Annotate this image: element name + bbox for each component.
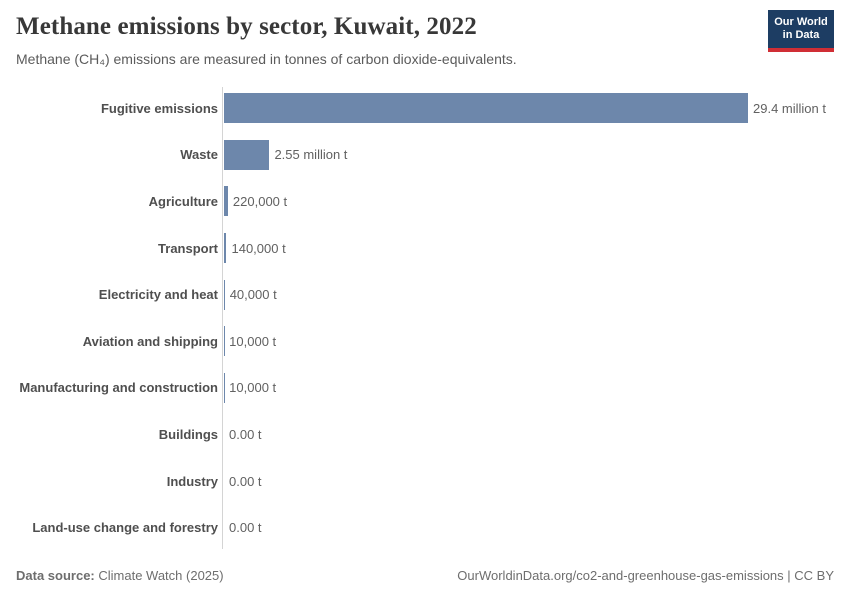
value-label: 40,000 t — [229, 287, 277, 303]
category-label: Industry — [166, 473, 218, 489]
category-label: Fugitive emissions — [100, 100, 218, 116]
chart-subtitle: Methane (CH₄) emissions are measured in … — [16, 51, 517, 67]
bar-area: 0.00 t — [224, 419, 850, 449]
bar-area: 10,000 t — [224, 372, 850, 403]
value-label: 140,000 t — [231, 240, 286, 256]
bar-area: 0.00 t — [224, 466, 850, 496]
value-label: 0.00 t — [229, 473, 262, 489]
chart-row: Buildings 0.00 t — [0, 411, 850, 458]
chart-footer: Data source: Climate Watch (2025) OurWor… — [16, 568, 834, 583]
chart-row: Industry 0.00 t — [0, 458, 850, 505]
category-label: Agriculture — [148, 193, 218, 209]
bar-area: 2.55 million t — [224, 139, 850, 170]
value-label: 29.4 million t — [753, 100, 826, 116]
category-label: Waste — [180, 147, 218, 163]
data-source-value: Climate Watch (2025) — [94, 568, 224, 583]
bar-area: 29.4 million t — [224, 93, 850, 124]
value-label: 10,000 t — [229, 333, 277, 349]
value-label: 0.00 t — [229, 426, 262, 442]
bar-area: 140,000 t — [224, 233, 850, 264]
value-label: 2.55 million t — [274, 147, 348, 163]
category-label: Land-use change and forestry — [32, 520, 218, 536]
category-label: Transport — [158, 240, 218, 256]
bar[interactable] — [224, 279, 225, 310]
bar-area: 40,000 t — [224, 279, 850, 310]
chart-row: Aviation and shipping 10,000 t — [0, 318, 850, 365]
bar[interactable] — [224, 186, 228, 217]
data-source-label: Data source: — [16, 568, 95, 583]
bar-area: 0.00 t — [224, 513, 850, 543]
bar-area: 220,000 t — [224, 186, 850, 217]
bar[interactable] — [224, 139, 270, 170]
attribution-link[interactable]: OurWorldinData.org/co2-and-greenhouse-ga… — [457, 568, 834, 583]
y-axis-line — [222, 87, 223, 549]
chart-row: Land-use change and forestry 0.00 t — [0, 504, 850, 551]
owid-logo-line2: in Data — [782, 29, 820, 41]
bar[interactable] — [224, 93, 748, 124]
chart-row: Waste 2.55 million t — [0, 132, 850, 179]
value-label: 220,000 t — [232, 193, 288, 209]
bar-area: 10,000 t — [224, 326, 850, 357]
chart-row: Agriculture 220,000 t — [0, 178, 850, 225]
chart-row: Electricity and heat 40,000 t — [0, 271, 850, 318]
category-label: Buildings — [158, 426, 218, 442]
chart-row: Transport 140,000 t — [0, 225, 850, 272]
value-label: 10,000 t — [229, 380, 277, 396]
owid-logo-line1: Our World — [774, 15, 828, 28]
owid-logo[interactable]: Our World in Data — [768, 10, 834, 52]
category-label: Manufacturing and construction — [19, 380, 218, 396]
category-label: Electricity and heat — [98, 287, 218, 303]
chart-rows: Fugitive emissions 29.4 million t Waste 2.5… — [0, 85, 850, 551]
chart-title: Methane emissions by sector, Kuwait, 202… — [16, 13, 477, 40]
value-label: 0.00 t — [229, 520, 262, 536]
chart-row: Fugitive emissions 29.4 million t — [0, 85, 850, 132]
data-source[interactable]: Data source: Climate Watch (2025) — [16, 568, 224, 583]
bar[interactable] — [224, 233, 227, 264]
chart-row: Manufacturing and construction 10,000 t — [0, 365, 850, 412]
category-label: Aviation and shipping — [82, 333, 218, 349]
